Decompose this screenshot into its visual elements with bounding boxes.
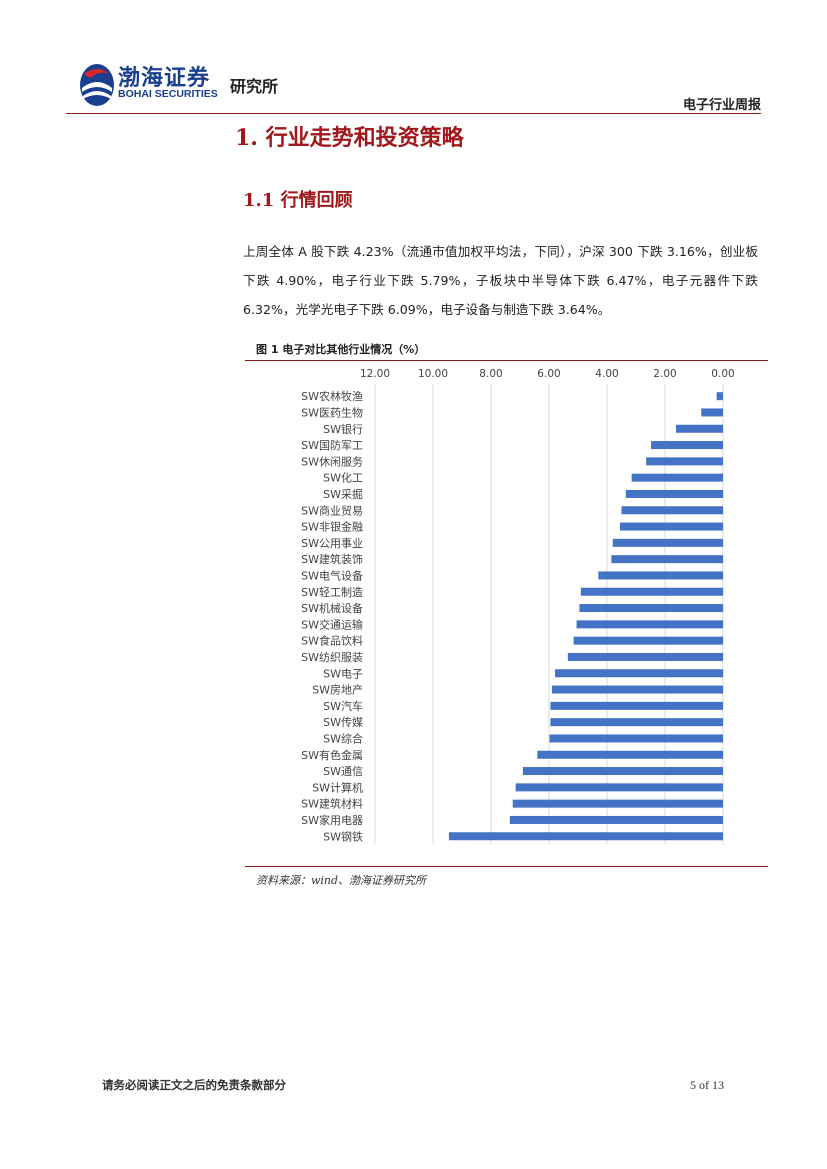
category-label: SW机械设备 — [301, 601, 363, 615]
bar — [716, 392, 723, 401]
bar — [621, 506, 723, 515]
category-label: SW综合 — [323, 731, 363, 745]
category-label: SW电子 — [323, 667, 363, 680]
x-tick-label: 2.00 — [653, 368, 676, 380]
logo-english-name: BOHAI SECURITIES — [118, 88, 218, 100]
bar — [631, 473, 723, 482]
category-label: SW计算机 — [312, 780, 363, 794]
bar — [509, 815, 723, 824]
bar — [537, 750, 723, 759]
bar — [550, 718, 723, 727]
category-label: SW家用电器 — [301, 813, 363, 827]
bar — [646, 457, 723, 466]
category-label: SW电气设备 — [301, 568, 363, 582]
category-label: SW纺织服装 — [301, 650, 363, 664]
bar — [611, 555, 723, 564]
bar — [579, 604, 723, 613]
category-label: SW交通运输 — [301, 617, 363, 631]
category-label: SW农林牧渔 — [301, 389, 363, 403]
category-label: SW传媒 — [323, 716, 363, 729]
bar — [550, 701, 723, 710]
x-tick-label: 12.00 — [360, 368, 390, 380]
bar — [598, 571, 723, 580]
figure-bottom-rule — [245, 866, 768, 867]
category-label: SW食品饮料 — [301, 634, 363, 648]
category-label: SW休闲服务 — [301, 454, 363, 468]
x-tick-label: 0.00 — [711, 368, 734, 380]
logo-institute: 研究所 — [230, 77, 279, 96]
category-label: SW商业贸易 — [301, 503, 363, 517]
x-tick-label: 8.00 — [479, 368, 502, 380]
page-number: 5 of 13 — [690, 1078, 724, 1092]
category-label: SW钢铁 — [323, 830, 363, 843]
category-label: SW医药生物 — [301, 405, 363, 419]
subsection-heading: 1.1 行情回顾 — [243, 190, 353, 211]
logo-chinese-name: 渤海证券 — [118, 65, 211, 91]
category-label: SW建筑装饰 — [301, 552, 363, 566]
x-tick-label: 4.00 — [595, 368, 618, 380]
bohai-logo-icon — [80, 64, 114, 106]
category-label: SW汽车 — [323, 699, 363, 713]
category-label: SW房地产 — [312, 683, 363, 697]
market-review-paragraph: 上周全体 A 股下跌 4.23%（流通市值加权平均法，下同），沪深 300 下跌… — [243, 244, 758, 317]
bar — [573, 636, 723, 645]
bar — [580, 587, 723, 596]
bar — [576, 620, 723, 629]
category-label: SW轻工制造 — [301, 585, 363, 599]
x-tick-label: 10.00 — [418, 368, 448, 380]
bar — [522, 767, 723, 776]
bar — [651, 441, 723, 450]
bar — [512, 799, 723, 808]
header-divider — [66, 113, 761, 114]
category-label: SW建筑材料 — [301, 797, 363, 811]
x-tick-label: 6.00 — [537, 368, 560, 380]
footer-disclaimer: 请务必阅读正文之后的免责条款部分 — [102, 1078, 286, 1092]
category-label: SW银行 — [323, 422, 363, 436]
section-heading: 1. 行业走势和投资策略 — [235, 125, 464, 151]
bar — [620, 522, 723, 531]
bohai-logo: 渤海证券 BOHAI SECURITIES 研究所 — [78, 62, 298, 108]
bar — [701, 408, 723, 417]
bar — [551, 685, 723, 694]
bar — [676, 424, 723, 433]
bar — [515, 783, 723, 792]
bar — [448, 832, 723, 841]
figure-title: 图 1 电子对比其他行业情况（%） — [256, 343, 426, 356]
category-label: SW通信 — [323, 765, 363, 778]
bar — [555, 669, 723, 678]
bar — [567, 652, 723, 661]
category-label: SW采掘 — [323, 487, 363, 501]
category-label: SW非银金融 — [301, 520, 363, 534]
report-type: 电子行业周报 — [682, 98, 761, 113]
category-label: SW公用事业 — [301, 537, 363, 550]
bar — [549, 734, 723, 743]
bar — [625, 489, 723, 498]
industry-comparison-chart: 12.00 10.00 8.00 6.00 4.00 2.00 0.00 SW农林牧渔 SW医药… — [301, 368, 735, 845]
figure-top-rule — [245, 360, 768, 361]
category-label: SW有色金属 — [301, 748, 363, 762]
figure-source: 资料来源：wind、渤海证券研究所 — [256, 874, 427, 887]
category-label: SW国防军工 — [301, 438, 363, 452]
bar — [612, 538, 723, 547]
category-label: SW化工 — [323, 471, 363, 485]
